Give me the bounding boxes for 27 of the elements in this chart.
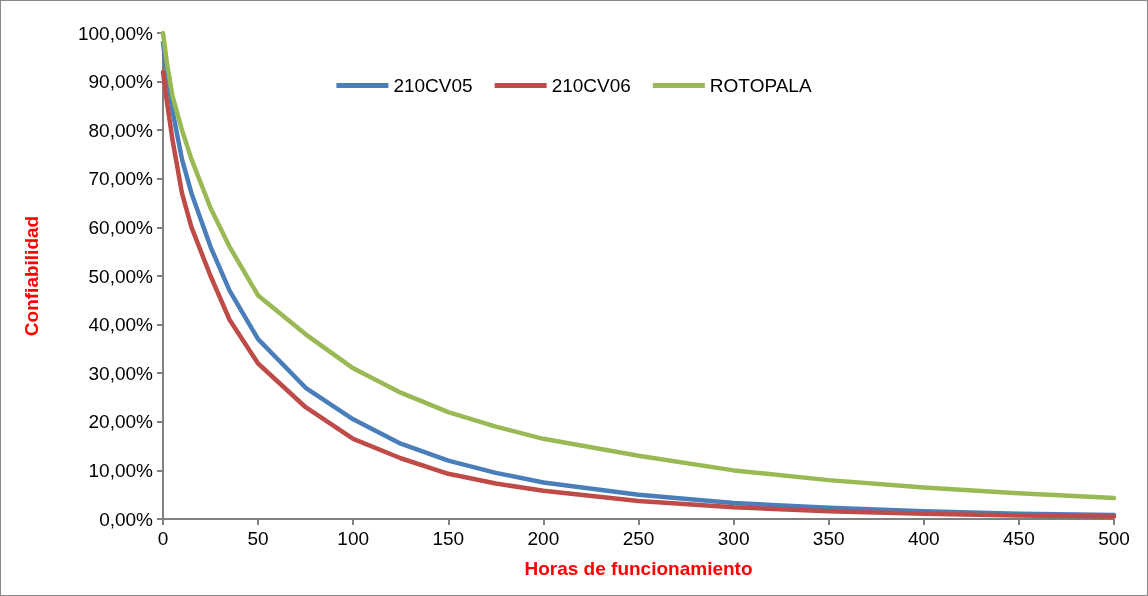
x-axis-title: Horas de funcionamiento (524, 558, 753, 579)
legend-label: 210CV06 (551, 75, 631, 96)
x-tick-label: 100 (337, 528, 370, 549)
y-tick-label: 20,00% (88, 411, 154, 433)
x-tick-label: 0 (157, 528, 169, 549)
x-tick-label: 300 (717, 528, 750, 549)
x-tick-label: 250 (622, 528, 655, 549)
y-tick-label: 30,00% (88, 362, 154, 384)
x-tick-label: 500 (1098, 528, 1130, 549)
x-tick-label: 350 (812, 528, 845, 549)
legend-label: 210CV05 (393, 75, 473, 96)
y-tick-label: 90,00% (88, 71, 154, 93)
x-tick-label: 400 (907, 528, 940, 549)
y-tick-label: 60,00% (88, 216, 154, 238)
y-tick-label: 100,00% (77, 22, 154, 44)
x-tick-label: 150 (432, 528, 465, 549)
y-tick-label: 0,00% (99, 508, 154, 530)
y-tick-label: 50,00% (88, 265, 154, 287)
x-tick-label: 200 (527, 528, 560, 549)
y-tick-label: 10,00% (88, 459, 154, 481)
y-axis-title: Confiabilidad (21, 215, 42, 337)
y-tick-label: 70,00% (88, 168, 154, 190)
y-tick-label: 80,00% (88, 119, 154, 141)
y-tick-label: 40,00% (88, 314, 154, 336)
x-tick-label: 450 (1003, 528, 1035, 549)
legend-label: ROTOPALA (709, 75, 812, 96)
x-tick-label: 50 (247, 528, 269, 549)
